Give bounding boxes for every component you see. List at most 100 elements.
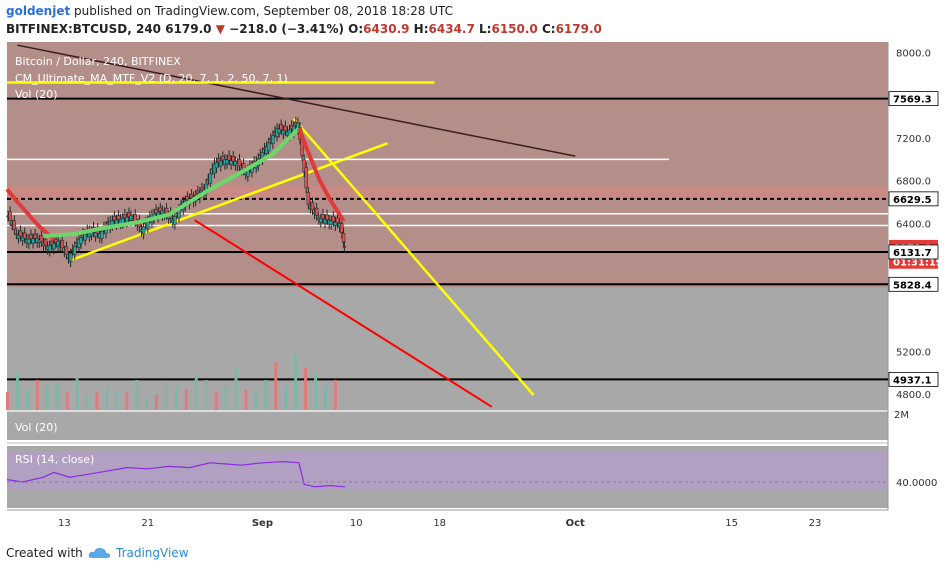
- price-tick-label: 6400.0: [896, 219, 931, 230]
- volume-bar: [294, 353, 298, 410]
- volume-bar: [45, 386, 49, 410]
- candle-body: [214, 162, 219, 169]
- candle-body: [173, 216, 177, 225]
- username[interactable]: goldenjet: [6, 4, 71, 18]
- trend-line: [292, 117, 535, 396]
- price-label: 4937.1: [893, 375, 932, 386]
- publish-text: published on TradingView.com, September …: [70, 4, 454, 18]
- candle-body: [29, 234, 33, 240]
- candle-body: [329, 220, 333, 225]
- candle-body: [325, 214, 329, 220]
- legend-rsi[interactable]: RSI (14, close): [15, 453, 95, 466]
- volume-bar: [125, 392, 129, 410]
- candle-body: [227, 155, 231, 161]
- tradingview-logo-icon[interactable]: [88, 546, 112, 563]
- ma-line-red: [5, 187, 56, 241]
- candle-body: [22, 232, 27, 239]
- down-arrow-icon: ▼: [215, 22, 225, 36]
- candle-body: [93, 232, 98, 237]
- candle-body: [216, 158, 221, 163]
- open-value: 6430.9: [363, 22, 410, 36]
- candle-body: [314, 207, 319, 216]
- candle-body: [47, 245, 52, 252]
- legend-vol[interactable]: Vol (20): [15, 88, 58, 101]
- candle-body: [14, 233, 19, 236]
- volume-bar: [155, 395, 159, 410]
- time-tick-label: 10: [350, 518, 363, 529]
- high-label: H:: [413, 22, 429, 36]
- candle-body: [340, 223, 344, 234]
- rsi-band: [7, 452, 888, 490]
- volume-bar: [174, 386, 178, 410]
- candle-body: [323, 219, 327, 224]
- candle-body: [189, 194, 194, 198]
- price-tick-label: 7200.0: [896, 134, 931, 145]
- price-axis: 8000.07600.07200.06800.06400.05200.04800…: [888, 49, 943, 489]
- rsi-panel: [6, 460, 888, 488]
- volume-bar: [333, 380, 337, 410]
- price-label: 6629.5: [893, 195, 932, 206]
- symbol[interactable]: BITFINEX:BTCUSD, 240: [6, 22, 162, 36]
- volume-bar: [6, 392, 9, 410]
- legend-ma[interactable]: CM_Ultimate_MA_MTF_V2 (D, 20, 7, 1, 2, 5…: [15, 72, 288, 85]
- candle-body: [68, 253, 73, 262]
- last-price: 6179.0: [165, 22, 212, 36]
- volume-bars: [6, 353, 337, 410]
- volume-tick-label: 2M: [894, 410, 909, 421]
- candle-body: [31, 238, 35, 244]
- candle-body: [123, 213, 127, 219]
- price-label: 6131.7: [893, 248, 932, 259]
- candle-body: [158, 207, 163, 212]
- candle-body: [43, 238, 48, 246]
- candle-body: [16, 234, 21, 239]
- candle-body: [221, 156, 225, 161]
- price-label: 5828.4: [893, 280, 932, 291]
- volume-bar: [85, 395, 89, 410]
- candle-body: [331, 216, 336, 222]
- candle-body: [73, 246, 77, 255]
- candle-body: [335, 217, 340, 223]
- volume-bar: [284, 386, 288, 410]
- candle-body: [212, 163, 217, 174]
- legend-title[interactable]: Bitcoin / Dollar, 240, BITFINEX: [15, 55, 181, 68]
- time-tick-label: 21: [141, 518, 154, 529]
- volume-bar: [75, 377, 79, 410]
- trend-line: [69, 142, 388, 262]
- candle-body: [271, 135, 275, 144]
- volume-bar: [234, 368, 238, 410]
- symbol-line: BITFINEX:BTCUSD, 240 6179.0 ▼ −218.0 (−3…: [6, 22, 602, 36]
- candle-body: [83, 233, 87, 241]
- footer: Created with TradingView: [0, 540, 947, 571]
- tradingview-link[interactable]: TradingView: [116, 546, 189, 560]
- candle-body: [116, 215, 121, 220]
- time-tick-label: 23: [809, 518, 822, 529]
- candle-body: [342, 246, 347, 248]
- publish-line: goldenjet published on TradingView.com, …: [6, 4, 453, 18]
- candle-body: [208, 173, 213, 184]
- time-tick-label: Sep: [252, 518, 273, 529]
- candle-body: [8, 211, 12, 221]
- volume-bar: [55, 383, 59, 410]
- ma-line-red: [297, 127, 346, 223]
- volume-bar: [65, 392, 69, 410]
- rsi-tick-label: 40.0000: [896, 478, 937, 489]
- zone-band: [7, 186, 888, 199]
- chart-background: [7, 42, 947, 510]
- candle-body: [279, 124, 283, 130]
- candle-body: [20, 236, 25, 241]
- candle-body: [52, 243, 56, 250]
- candle-body: [306, 191, 311, 205]
- candle-body: [56, 241, 60, 248]
- time-axis: 13 21 Sep 10 18 Oct 15 23: [7, 509, 888, 529]
- candle-body: [33, 234, 37, 239]
- volume-bar: [323, 386, 327, 410]
- moving-average: [5, 126, 346, 241]
- legend-vol-panel[interactable]: Vol (20): [15, 421, 58, 434]
- volume-bar: [184, 389, 188, 410]
- trend-line: [194, 219, 493, 408]
- candle-body: [64, 246, 69, 255]
- candle-body: [100, 231, 104, 239]
- candle-body: [225, 159, 229, 164]
- candle-body: [185, 196, 190, 201]
